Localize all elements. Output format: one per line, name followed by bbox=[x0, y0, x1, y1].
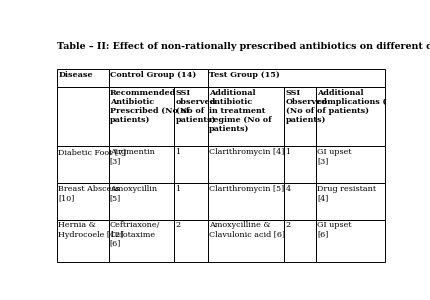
Bar bbox=[174, 220, 208, 262]
Bar bbox=[108, 146, 174, 183]
Text: 2: 2 bbox=[286, 221, 291, 230]
Bar bbox=[108, 70, 208, 87]
Text: 2: 2 bbox=[175, 221, 181, 230]
Bar bbox=[108, 220, 174, 262]
Bar bbox=[284, 146, 316, 183]
Text: 1: 1 bbox=[175, 185, 181, 193]
Bar bbox=[57, 183, 108, 220]
Text: Hernia &
Hydrocoele [12]: Hernia & Hydrocoele [12] bbox=[58, 221, 124, 239]
Text: Additional
antibiotic
in treatment
regime (No of
patients): Additional antibiotic in treatment regim… bbox=[209, 88, 272, 134]
Text: 1: 1 bbox=[286, 148, 291, 156]
Text: Clarithromycin [5]: Clarithromycin [5] bbox=[209, 185, 285, 193]
Text: Augmentin
[3]: Augmentin [3] bbox=[110, 148, 155, 165]
Text: 4: 4 bbox=[286, 185, 291, 193]
Text: Recommended
Antibiotic
Prescribed (No of
patients): Recommended Antibiotic Prescribed (No of… bbox=[110, 88, 189, 124]
Text: Diabetic Foot [7]: Diabetic Foot [7] bbox=[58, 148, 126, 156]
Text: 1: 1 bbox=[175, 148, 181, 156]
Bar bbox=[174, 183, 208, 220]
Bar bbox=[208, 70, 385, 87]
Text: Drug resistant
[4]: Drug resistant [4] bbox=[317, 185, 377, 202]
Text: SSI
observed
(No of
patients): SSI observed (No of patients) bbox=[175, 88, 216, 124]
Text: Breast Abscess
[10]: Breast Abscess [10] bbox=[58, 185, 120, 202]
Text: Control Group (14): Control Group (14) bbox=[110, 71, 196, 79]
Text: Test Group (15): Test Group (15) bbox=[209, 71, 280, 79]
Text: GI upset
[6]: GI upset [6] bbox=[317, 221, 352, 239]
Text: Clarithromycin [4]: Clarithromycin [4] bbox=[209, 148, 285, 156]
Text: Additional
complications (No
of patients): Additional complications (No of patients… bbox=[317, 88, 399, 115]
Bar bbox=[174, 87, 208, 146]
Bar bbox=[316, 146, 385, 183]
Bar bbox=[57, 220, 108, 262]
Bar bbox=[57, 87, 108, 146]
Bar bbox=[208, 183, 284, 220]
Text: SSI
Observed
(No of
patients): SSI Observed (No of patients) bbox=[286, 88, 327, 124]
Text: Table – II: Effect of non-rationally prescribed antibiotics on different disease: Table – II: Effect of non-rationally pre… bbox=[57, 42, 430, 51]
Bar bbox=[108, 87, 174, 146]
Text: Disease: Disease bbox=[58, 71, 93, 79]
Text: Amoxycilline &
Clavulonic acid [6]: Amoxycilline & Clavulonic acid [6] bbox=[209, 221, 286, 239]
Bar bbox=[284, 220, 316, 262]
Bar bbox=[208, 87, 284, 146]
Bar bbox=[57, 70, 108, 87]
Text: Ceftriaxone/
Cefotaxime
[6]: Ceftriaxone/ Cefotaxime [6] bbox=[110, 221, 160, 248]
Bar bbox=[316, 220, 385, 262]
Text: GI upset
[3]: GI upset [3] bbox=[317, 148, 352, 165]
Bar bbox=[57, 146, 108, 183]
Text: Amoxycillin
[5]: Amoxycillin [5] bbox=[110, 185, 157, 202]
Bar bbox=[208, 146, 284, 183]
Bar bbox=[108, 183, 174, 220]
Bar bbox=[316, 87, 385, 146]
Bar bbox=[174, 146, 208, 183]
Bar bbox=[284, 87, 316, 146]
Bar bbox=[284, 183, 316, 220]
Bar bbox=[316, 183, 385, 220]
Bar bbox=[208, 220, 284, 262]
